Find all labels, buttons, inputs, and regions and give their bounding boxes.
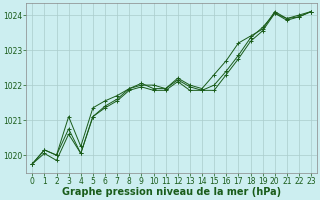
X-axis label: Graphe pression niveau de la mer (hPa): Graphe pression niveau de la mer (hPa)	[62, 187, 281, 197]
